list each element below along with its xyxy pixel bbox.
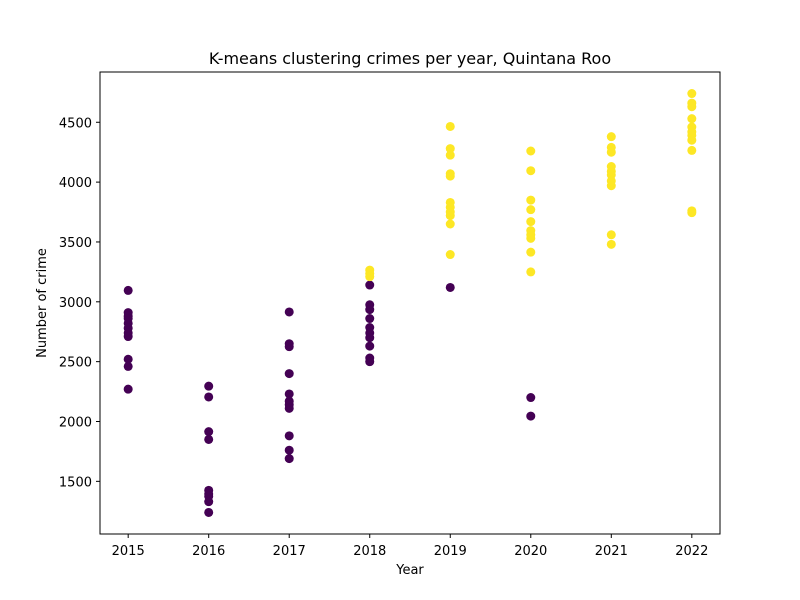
data-point-cluster-0: [123, 361, 133, 371]
data-point-cluster-0: [284, 445, 294, 455]
x-tick-label: 2018: [353, 544, 386, 559]
data-point-cluster-1: [445, 171, 455, 181]
data-point-cluster-0: [365, 305, 375, 315]
data-point-cluster-1: [526, 217, 536, 227]
y-tick-label: 3500: [59, 236, 92, 251]
data-point-cluster-0: [365, 280, 375, 290]
data-point-cluster-1: [445, 219, 455, 229]
y-tick-label: 2000: [59, 415, 92, 430]
data-point-cluster-1: [687, 208, 697, 218]
chart-title: K-means clustering crimes per year, Quin…: [209, 49, 611, 68]
data-point-cluster-0: [204, 381, 214, 391]
data-point-cluster-0: [123, 332, 133, 342]
data-point-cluster-0: [284, 454, 294, 464]
data-point-cluster-1: [687, 89, 697, 99]
x-tick-label: 2016: [192, 544, 225, 559]
data-point-cluster-0: [284, 389, 294, 399]
y-tick-label: 3000: [59, 296, 92, 311]
data-point-cluster-0: [204, 497, 214, 507]
x-tick-label: 2019: [434, 544, 467, 559]
x-tick-label: 2015: [112, 544, 145, 559]
data-point-cluster-0: [204, 434, 214, 444]
x-axis-label: Year: [395, 563, 424, 578]
data-point-cluster-0: [284, 403, 294, 413]
data-point-cluster-1: [445, 144, 455, 154]
data-point-cluster-1: [606, 239, 616, 249]
plot-frame: [99, 71, 721, 535]
x-tick-label: 2020: [514, 544, 547, 559]
y-tick-label: 2500: [59, 356, 92, 371]
data-point-cluster-1: [687, 114, 697, 124]
data-point-cluster-0: [526, 393, 536, 403]
data-point-cluster-1: [445, 250, 455, 260]
data-point-cluster-1: [526, 166, 536, 176]
data-point-cluster-1: [526, 267, 536, 277]
y-axis-label: Number of crime: [35, 248, 50, 358]
data-points: [123, 89, 697, 517]
data-point-cluster-0: [284, 307, 294, 317]
data-point-cluster-1: [445, 121, 455, 131]
y-tick-label: 4500: [59, 116, 92, 131]
x-tick-label: 2022: [675, 544, 708, 559]
data-point-cluster-1: [445, 150, 455, 160]
x-tick-label: 2021: [595, 544, 628, 559]
data-point-cluster-1: [687, 135, 697, 145]
y-tick-label: 4000: [59, 176, 92, 191]
data-point-cluster-0: [365, 314, 375, 324]
data-point-cluster-1: [526, 195, 536, 205]
data-point-cluster-1: [445, 211, 455, 221]
data-point-cluster-0: [365, 357, 375, 367]
data-point-cluster-0: [365, 341, 375, 351]
y-tick-label: 1500: [59, 475, 92, 490]
data-point-cluster-0: [284, 431, 294, 441]
data-point-cluster-1: [526, 205, 536, 215]
data-point-cluster-1: [687, 145, 697, 155]
data-point-cluster-0: [526, 411, 536, 421]
data-point-cluster-1: [526, 247, 536, 257]
data-point-cluster-1: [365, 272, 375, 282]
data-point-cluster-1: [606, 181, 616, 191]
data-point-cluster-0: [284, 369, 294, 379]
data-point-cluster-0: [204, 392, 214, 402]
data-point-cluster-0: [123, 354, 133, 364]
data-point-cluster-1: [606, 230, 616, 240]
x-tick-label: 2017: [273, 544, 306, 559]
data-point-cluster-0: [204, 507, 214, 517]
plot-area: [99, 71, 721, 535]
data-point-cluster-1: [526, 233, 536, 243]
data-point-cluster-1: [606, 147, 616, 157]
y-axis: 1500 2000 2500 3000 3500 4000 4500: [59, 116, 100, 490]
data-point-cluster-0: [284, 342, 294, 352]
data-point-cluster-0: [123, 285, 133, 295]
data-point-cluster-0: [204, 427, 214, 437]
data-point-cluster-0: [365, 333, 375, 343]
x-axis: 2015 2016 2017 2018 2019 2020 2021 2022: [112, 534, 708, 559]
data-point-cluster-1: [526, 146, 536, 156]
data-point-cluster-0: [445, 282, 455, 292]
data-point-cluster-1: [606, 132, 616, 142]
data-point-cluster-1: [687, 102, 697, 112]
data-point-cluster-0: [123, 384, 133, 394]
